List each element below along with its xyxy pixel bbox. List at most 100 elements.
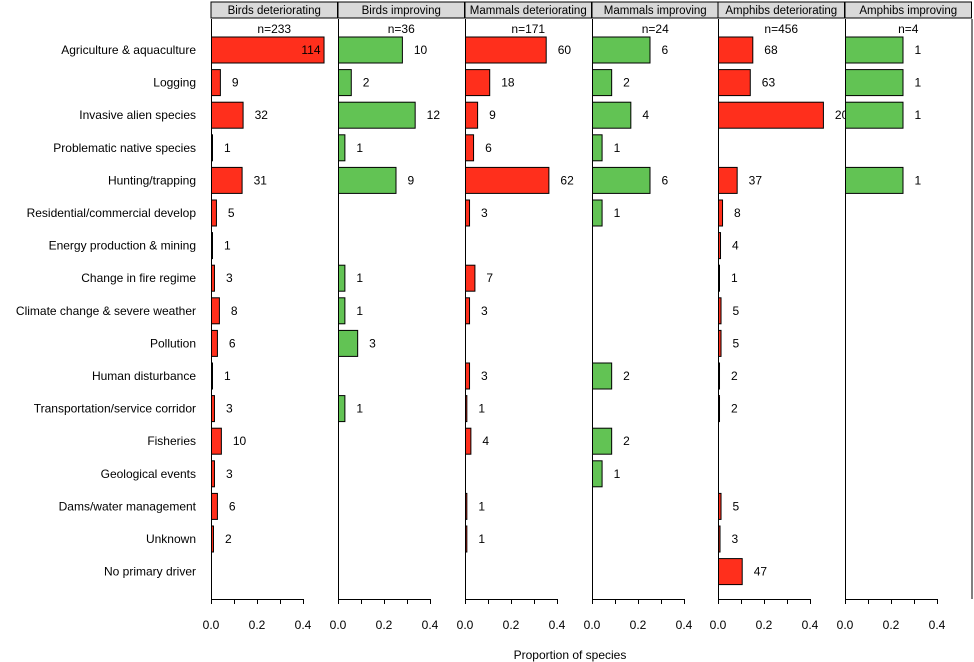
category-label: Change in fire regime (81, 271, 196, 285)
x-tick-label: 0.0 (330, 618, 347, 632)
bar-value-label: 1 (614, 141, 621, 155)
bar-value-label: 31 (254, 173, 268, 187)
bar (338, 134, 346, 162)
bar-value-label: 1 (224, 239, 231, 253)
category-label: Climate change & severe weather (16, 304, 196, 318)
bar-value-label: 37 (749, 173, 763, 187)
bar-value-label: 3 (481, 206, 488, 220)
bar (338, 36, 403, 64)
bar (338, 329, 359, 357)
category-labels: Agriculture & aquaculture Logging Invasive… (16, 43, 197, 579)
x-tick-label: 0.2 (503, 618, 520, 632)
sample-size-label: n=36 (388, 22, 415, 36)
bar-value-label: 6 (662, 43, 669, 57)
bar-value-label: 5 (228, 206, 235, 220)
bar-value-label: 1 (915, 43, 922, 57)
bar-value-label: 1 (915, 173, 922, 187)
bar (718, 36, 754, 64)
bar-value-label: 10 (233, 434, 247, 448)
bar-value-label: 6 (229, 336, 236, 350)
bar (845, 166, 904, 194)
bar-value-label: 47 (754, 565, 768, 579)
bar (465, 69, 491, 97)
bar-value-label: 1 (731, 271, 738, 285)
x-tick-label: 0.0 (203, 618, 220, 632)
bar-value-label: 3 (226, 271, 233, 285)
bar (465, 395, 468, 423)
x-tick-label: 0.0 (710, 618, 727, 632)
x-axis-label: Proportion of species (514, 648, 627, 662)
bar (465, 36, 547, 64)
category-label: Fisheries (147, 434, 196, 448)
bar (211, 69, 221, 97)
bar-value-label: 1 (478, 499, 485, 513)
bar (465, 134, 475, 162)
bar-value-label: 60 (558, 43, 572, 57)
panels: Birds deterioratingn=2331149321315138613… (203, 1, 973, 632)
bar (592, 134, 603, 162)
bar-value-label: 1 (614, 467, 621, 481)
category-label: Invasive alien species (79, 108, 196, 122)
bar-value-label: 1 (915, 76, 922, 90)
x-tick-label: 0.4 (549, 618, 566, 632)
bar (845, 69, 904, 97)
bar (465, 525, 468, 553)
panel: Amphibs deterioratingn=45668632083784155… (710, 1, 855, 632)
category-label: Geological events (101, 467, 196, 481)
bar (211, 525, 214, 553)
bar-value-label: 6 (662, 173, 669, 187)
bar-value-label: 9 (408, 173, 415, 187)
panel: Mammals deteriorating n=171 60 18 9 6 62 3 7 3 3 1 4… (457, 1, 592, 632)
bar (718, 492, 722, 520)
bar (845, 101, 904, 129)
bar-value-label: 2 (623, 76, 630, 90)
category-label: Pollution (150, 336, 196, 350)
bar (211, 297, 220, 325)
bar-value-label: 2 (623, 434, 630, 448)
bar-value-label: 62 (560, 173, 574, 187)
x-tick-label: 0.4 (422, 618, 439, 632)
bar (211, 101, 244, 129)
bar-value-label: 1 (478, 402, 485, 416)
bar (718, 329, 722, 357)
x-tick-label: 0.4 (802, 618, 819, 632)
bar-value-label: 5 (733, 304, 740, 318)
bar (718, 297, 722, 325)
category-label: Transportation/service corridor (34, 402, 196, 416)
bar (718, 264, 720, 292)
panel-header (844, 1, 972, 19)
bar (338, 264, 346, 292)
bar-value-label: 2 (731, 402, 738, 416)
sample-size-label: n=4 (898, 22, 919, 36)
sample-size-label: n=171 (511, 22, 545, 36)
category-label: Problematic native species (53, 141, 196, 155)
panel-title: Birds improving (362, 5, 441, 17)
bar (338, 101, 416, 129)
sample-size-label: n=233 (257, 22, 291, 36)
bar (718, 69, 751, 97)
category-label: Logging (153, 76, 196, 90)
bar-value-label: 3 (369, 336, 376, 350)
bar (211, 460, 215, 488)
bar-value-label: 18 (501, 76, 515, 90)
bar (465, 199, 471, 227)
panel: Mammals improving n=24 6 2 4 1 6 1 2 2 1 0.0 0.2 0.4 (584, 1, 719, 632)
bar (592, 69, 613, 97)
x-tick-label: 0.4 (929, 618, 946, 632)
category-label: Human disturbance (92, 369, 196, 383)
bar (338, 166, 397, 194)
bar (465, 362, 471, 390)
x-tick-label: 0.2 (630, 618, 647, 632)
bar-value-label: 63 (762, 76, 776, 90)
panel: Birds deterioratingn=2331149321315138613… (203, 1, 338, 632)
category-label: Hunting/trapping (108, 173, 196, 187)
x-tick-label: 0.2 (249, 618, 266, 632)
bar-value-label: 8 (734, 206, 741, 220)
bar-value-label: 1 (224, 141, 231, 155)
panel: Amphibs improving n=4 1 1 1 1 0.0 0.2 0.4 (837, 1, 972, 632)
bar-value-label: 114 (301, 43, 320, 57)
x-tick-label: 0.0 (837, 618, 854, 632)
bar-value-label: 2 (731, 369, 738, 383)
bar-value-label: 6 (485, 141, 492, 155)
